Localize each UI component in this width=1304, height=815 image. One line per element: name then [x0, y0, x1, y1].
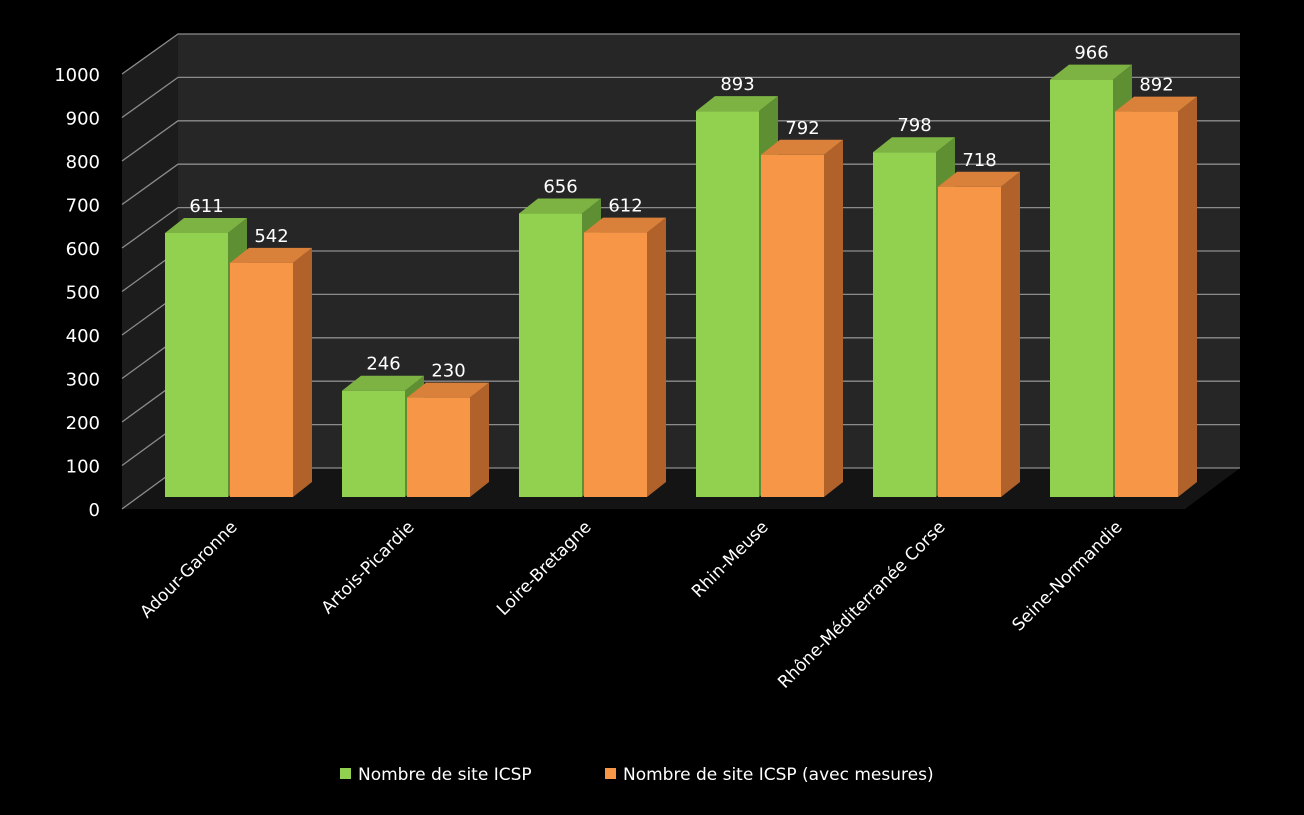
bar-top: [407, 382, 489, 398]
y-tick-label: 800: [66, 152, 100, 173]
bar-side: [1178, 96, 1197, 497]
bar: [230, 247, 312, 497]
data-label: 792: [785, 118, 819, 139]
bar-top: [696, 96, 778, 112]
y-tick-label: 500: [66, 283, 100, 304]
x-tick-label: Adour-Garonne: [136, 517, 241, 622]
gridline: [121, 33, 1240, 75]
bar-top: [165, 218, 247, 233]
data-label: 656: [543, 177, 577, 198]
bar: [938, 171, 1020, 498]
bar-top: [230, 247, 312, 263]
bar-top: [761, 139, 843, 155]
data-label: 798: [897, 115, 931, 136]
y-tick-label: 100: [66, 457, 100, 478]
bar: [761, 139, 843, 498]
data-label: 612: [608, 196, 642, 217]
bar-top: [938, 171, 1020, 187]
bar-top: [873, 137, 955, 153]
gridline: [121, 76, 1240, 119]
y-tick-label: 0: [89, 500, 100, 521]
x-tick-label: Artois-Picardie: [318, 517, 419, 618]
legend-swatch: [605, 768, 616, 779]
bar-front: [873, 152, 936, 498]
bar-side: [470, 382, 489, 497]
bar-side: [824, 139, 843, 498]
bar-side: [647, 217, 666, 497]
y-tick-label: 900: [66, 109, 100, 130]
data-label: 246: [366, 354, 400, 375]
bar-front: [519, 213, 582, 497]
bar-front: [407, 397, 470, 497]
y-tick-label: 200: [66, 413, 100, 434]
bar-side: [1001, 171, 1020, 498]
data-label: 542: [254, 226, 288, 247]
x-tick-label: Rhône-Méditerranée Corse: [774, 517, 949, 692]
bar-front: [584, 232, 647, 497]
bar-front: [938, 186, 1001, 498]
bar-front: [696, 111, 759, 498]
x-tick-label: Seine-Normandie: [1009, 517, 1127, 635]
bar-top: [1115, 96, 1197, 112]
y-tick-label: 400: [66, 326, 100, 347]
data-label: 230: [431, 361, 465, 382]
legend-label: Nombre de site ICSP: [358, 765, 532, 785]
data-label: 966: [1074, 43, 1108, 64]
bar: [1115, 96, 1197, 497]
legend-label: Nombre de site ICSP (avec mesures): [623, 765, 934, 785]
bar-top: [584, 217, 666, 233]
data-label: 893: [720, 74, 754, 95]
bar-front: [165, 233, 228, 497]
bar-front: [342, 390, 405, 497]
bar-front: [1115, 111, 1178, 497]
x-tick-label: Rhin-Meuse: [688, 517, 772, 601]
x-tick-label: Loire-Bretagne: [493, 517, 595, 619]
y-tick-label: 1000: [54, 65, 100, 86]
y-tick-label: 700: [66, 196, 100, 217]
bar-front: [761, 154, 824, 498]
legend-swatch: [340, 768, 351, 779]
data-label: 892: [1139, 75, 1173, 96]
bar-side: [293, 247, 312, 497]
bar-front: [1050, 79, 1113, 497]
gridline: [121, 120, 1240, 162]
bar-top: [519, 198, 601, 214]
bar-top: [342, 375, 424, 391]
data-label: 718: [962, 150, 996, 171]
bar: [407, 382, 489, 497]
y-tick-label: 600: [66, 239, 100, 260]
bar-top: [1050, 64, 1132, 80]
bar-front: [230, 262, 293, 497]
bar: [584, 217, 666, 497]
y-tick-label: 300: [66, 370, 100, 391]
data-label: 611: [189, 196, 223, 217]
